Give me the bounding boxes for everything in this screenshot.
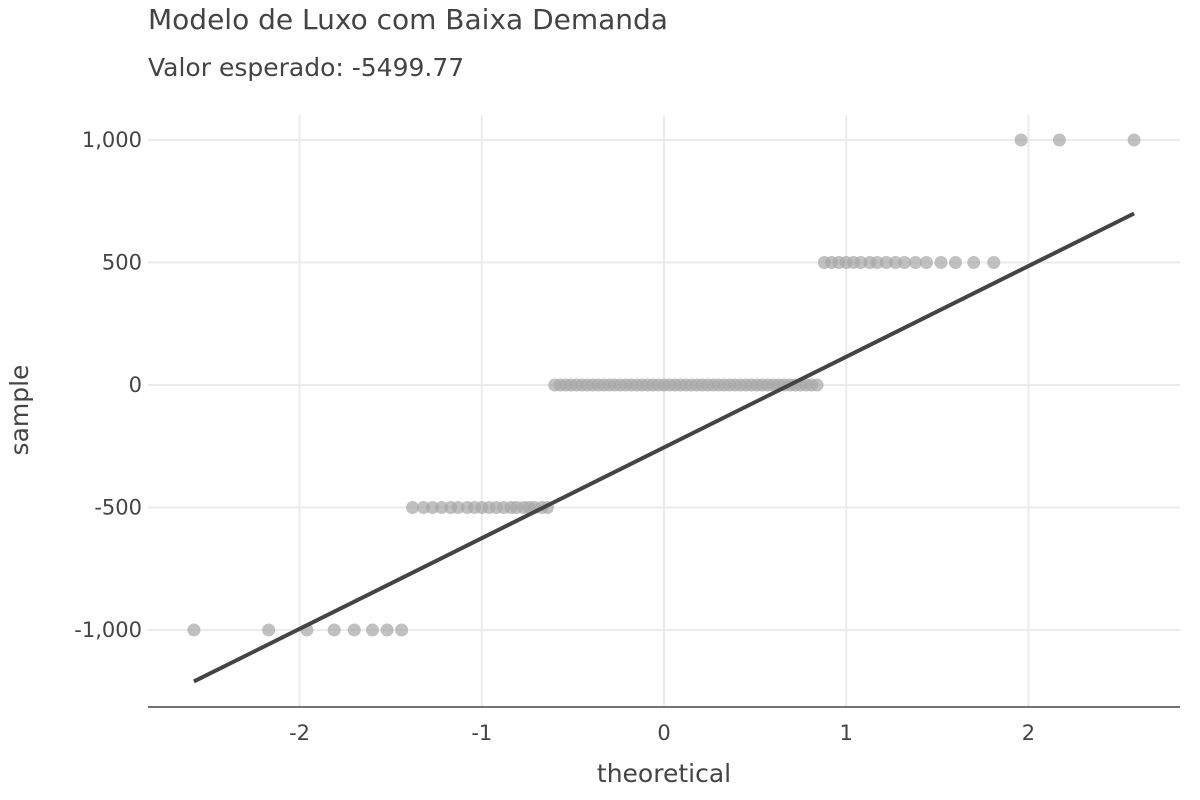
y-tick-label: -1,000 [74, 618, 142, 642]
chart-subtitle: Valor esperado: -5499.77 [148, 53, 464, 82]
data-point [888, 256, 902, 269]
y-gridlines [148, 139, 1180, 631]
data-point [908, 256, 922, 269]
x-gridlines [298, 115, 1030, 707]
y-axis-title: sample [5, 365, 34, 456]
data-point [987, 256, 1001, 269]
data-point [451, 501, 465, 514]
data-point [854, 256, 868, 269]
data-point [435, 501, 449, 514]
data-point [810, 378, 824, 392]
x-tick-labels: -2 -1 0 1 2 [289, 721, 1035, 745]
data-point [406, 501, 420, 514]
data-point [426, 501, 440, 514]
x-tick-label: -2 [289, 721, 310, 745]
chart-title: Modelo de Luxo com Baixa Demanda [148, 3, 668, 36]
data-point [934, 256, 948, 269]
data-point [1052, 133, 1066, 147]
data-point [395, 623, 409, 637]
data-point [1127, 133, 1141, 147]
y-tick-label: 1,000 [82, 128, 142, 152]
data-point [187, 623, 201, 637]
data-point [879, 256, 893, 269]
x-tick-label: -1 [471, 721, 492, 745]
data-point [919, 256, 933, 269]
data-point [262, 623, 276, 637]
x-tick-label: 1 [840, 721, 853, 745]
data-point [380, 623, 394, 637]
data-point [327, 623, 341, 637]
data-point [416, 501, 430, 514]
sample-points [187, 133, 1141, 637]
data-point [949, 256, 963, 269]
y-tick-label: 0 [129, 373, 142, 397]
data-point [347, 623, 361, 637]
x-axis-title: theoretical [597, 759, 731, 788]
data-point [1014, 133, 1028, 147]
x-tick-label: 2 [1022, 721, 1035, 745]
y-tick-labels: 1,000 500 0 -500 -1,000 [74, 128, 142, 642]
data-point [967, 256, 981, 269]
data-point [898, 256, 912, 269]
data-point [870, 256, 884, 269]
y-tick-label: 500 [102, 251, 142, 275]
reference-line [193, 211, 1135, 684]
x-tick-label: 0 [657, 721, 670, 745]
y-tick-label: -500 [94, 496, 142, 520]
data-point [365, 623, 379, 637]
